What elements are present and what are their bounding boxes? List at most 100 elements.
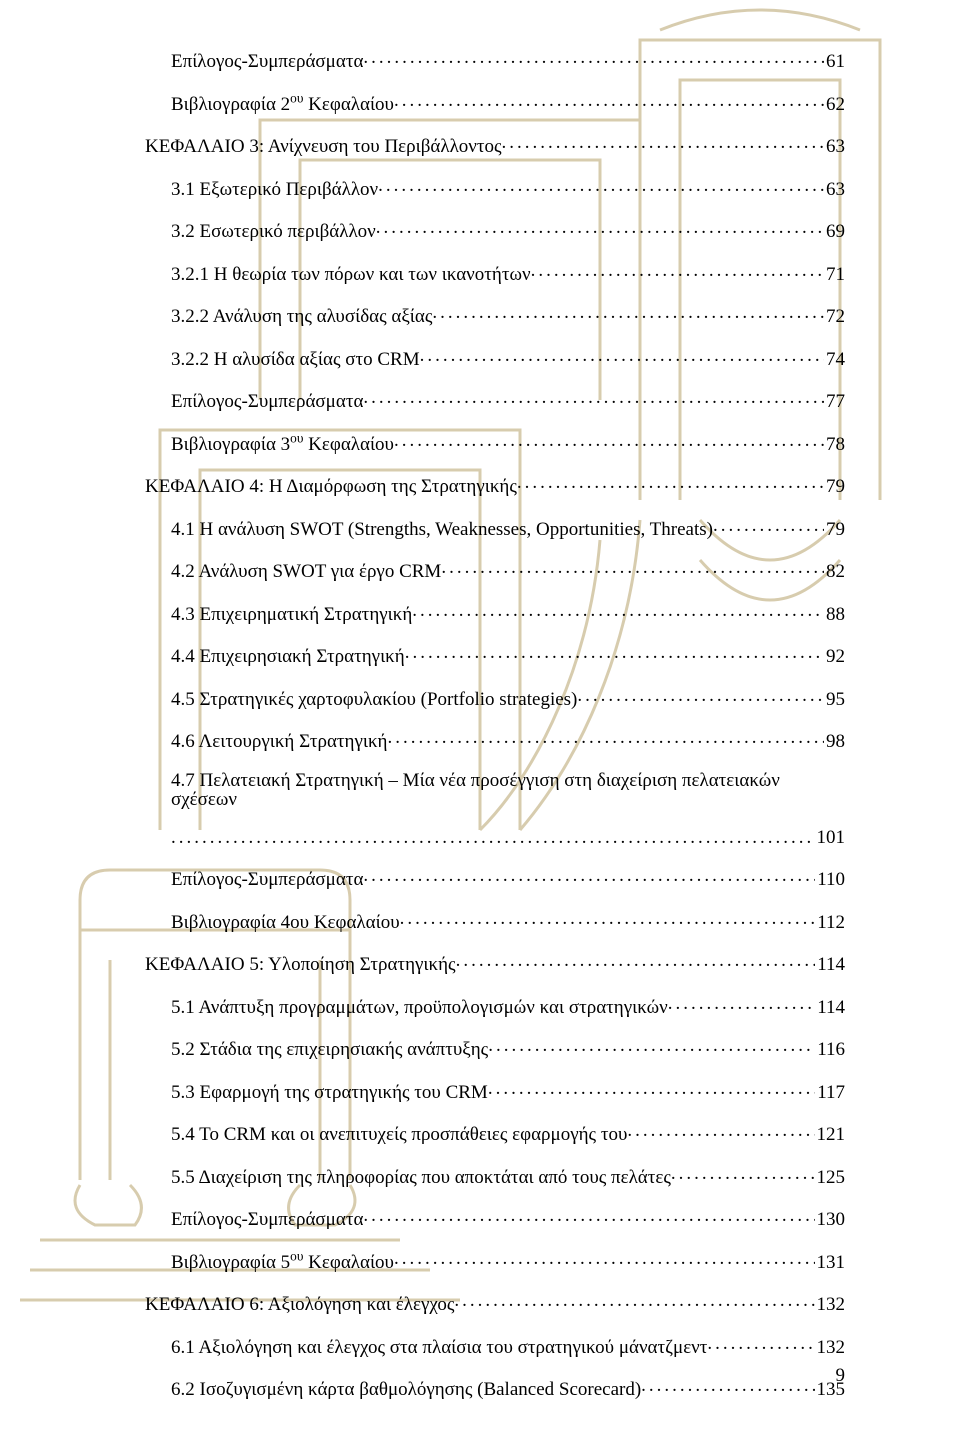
toc-entry-page: 95 [824,690,845,709]
toc-dot-leader [488,1036,815,1055]
toc-dot-leader [394,1249,815,1268]
toc-entry: ΚΕΦΑΛΑΙΟ 4: Η Διαμόρφωση της Στρατηγικής… [145,473,845,496]
toc-dot-leader [363,388,824,407]
toc-entry: 4.2 Ανάλυση SWOT για έργο CRM82 [171,558,845,581]
toc-entry-text: ΚΕΦΑΛΑΙΟ 3: Ανίχνευση του Περιβάλλοντος [145,137,502,156]
toc-entry-page: 69 [824,222,845,241]
toc-entry-page: 131 [815,1253,846,1272]
toc-entry-page: 77 [824,392,845,411]
toc-entry-text: ΚΕΦΑΛΑΙΟ 4: Η Διαμόρφωση της Στρατηγικής [145,477,517,496]
toc-entry: 5.2 Στάδια της επιχειρησιακής ανάπτυξης1… [171,1036,845,1059]
toc-entry: Βιβλιογραφία 5ου Κεφαλαίου131 [171,1249,845,1272]
toc-entry-text: 5.5 Διαχείριση της πληροφορίας που αποκτ… [171,1168,671,1187]
toc-dot-leader [707,1334,814,1353]
table-of-contents: Επίλογος-Συμπεράσματα61Βιβλιογραφία 2ου … [145,48,845,1399]
toc-dot-leader [388,728,825,747]
toc-entry-text: ΚΕΦΑΛΑΙΟ 5: Υλοποίηση Στρατηγικής [145,955,456,974]
toc-dot-leader [363,866,815,885]
toc-entry-text: 6.2 Ισοζυγισμένη κάρτα βαθμολόγησης (Bal… [171,1380,641,1399]
toc-entry-page: 63 [824,180,845,199]
toc-entry-text: 5.1 Ανάπτυξη προγραμμάτων, προϋπολογισμώ… [171,998,668,1017]
toc-entry-page: 88 [824,605,845,624]
toc-entry: 4.1 Η ανάλυση SWOT (Strengths, Weaknesse… [171,516,845,539]
toc-entry-text: Επίλογος-Συμπεράσματα [171,392,363,411]
toc-entry-text: Βιβλιογραφία 2ου Κεφαλαίου [171,95,394,114]
toc-entry: 3.2.2 Ανάλυση της αλυσίδας αξίας72 [171,303,845,326]
toc-entry-page: 117 [815,1083,845,1102]
toc-dot-leader [517,473,824,492]
toc-dot-leader [641,1376,814,1395]
toc-entry: 4.5 Στρατηγικές χαρτοφυλακίου (Portfolio… [171,686,845,709]
toc-entry: 5.4 Το CRM και οι ανεπιτυχείς προσπάθειε… [171,1121,845,1144]
toc-entry-page: 82 [824,562,845,581]
toc-entry-text: 4.6 Λειτουργική Στρατηγική [171,732,388,751]
toc-dot-leader [432,303,824,322]
toc-entry: 4.4 Επιχειρησιακή Στρατηγική 92 [171,643,845,666]
toc-entry-page: 63 [824,137,845,156]
toc-dot-leader [671,1164,815,1183]
toc-dot-leader [713,516,824,535]
toc-entry: 6.2 Ισοζυγισμένη κάρτα βαθμολόγησης (Bal… [171,1376,845,1399]
toc-dot-leader [405,643,824,662]
toc-entry-text: 4.3 Επιχειρηματική Στρατηγική [171,605,412,624]
toc-dot-leader [394,431,824,450]
toc-entry-text: 3.1 Εξωτερικό Περιβάλλον [171,180,378,199]
toc-entry-page: 71 [824,265,845,284]
toc-dot-leader [394,91,824,110]
toc-entry-text: 5.3 Εφαρμογή της στρατηγικής του CRM [171,1083,488,1102]
toc-entry-text: 4.4 Επιχειρησιακή Στρατηγική [171,647,405,666]
toc-entry-page: 101 [815,828,846,847]
toc-entry-page: 132 [815,1338,846,1357]
toc-entry-page: 74 [824,350,845,369]
toc-entry-text: 4.7 Πελατειακή Στρατηγική – Μία νέα προσ… [171,771,845,809]
toc-entry: Επίλογος-Συμπεράσματα130 [171,1206,845,1229]
toc-entry-page: 92 [824,647,845,666]
toc-dot-leader [420,346,824,365]
toc-entry-page: 112 [815,913,845,932]
toc-dot-leader [454,1291,814,1310]
toc-entry: 4.3 Επιχειρηματική Στρατηγική 88 [171,601,845,624]
toc-dot-leader [376,218,824,237]
toc-dot-leader [531,261,824,280]
toc-entry-page: 98 [824,732,845,751]
toc-entry: Βιβλιογραφία 2ου Κεφαλαίου 62 [171,91,845,114]
toc-entry-text: 3.2 Εσωτερικό περιβάλλον [171,222,376,241]
toc-dot-leader [171,828,815,847]
toc-dot-leader [668,994,815,1013]
toc-entry-page: 114 [815,998,845,1017]
toc-entry-page: 79 [824,477,845,496]
toc-entry-page: 110 [815,870,845,889]
toc-entry-page: 62 [824,95,845,114]
toc-dot-leader [488,1079,815,1098]
toc-entry-page: 125 [815,1168,846,1187]
toc-entry-text: Επίλογος-Συμπεράσματα [171,870,363,889]
toc-dot-leader [502,133,824,152]
toc-entry-page: 61 [824,52,845,71]
toc-entry-text: 6.1 Αξιολόγηση και έλεγχος στα πλαίσια τ… [171,1338,707,1357]
toc-entry: 3.1 Εξωτερικό Περιβάλλον 63 [171,176,845,199]
toc-dot-leader [627,1121,814,1140]
toc-entry-text: Βιβλιογραφία 3ου Κεφαλαίου [171,435,394,454]
toc-dot-leader [456,951,816,970]
toc-entry-page: 121 [815,1125,846,1144]
page-number: 9 [836,1365,846,1387]
toc-entry: 5.3 Εφαρμογή της στρατηγικής του CRM 117 [171,1079,845,1102]
toc-dot-leader [378,176,824,195]
toc-entry: 6.1 Αξιολόγηση και έλεγχος στα πλαίσια τ… [171,1334,845,1357]
toc-entry-page: 132 [815,1295,846,1314]
toc-entry-text: ΚΕΦΑΛΑΙΟ 6: Αξιολόγηση και έλεγχος [145,1295,454,1314]
toc-dot-leader [441,558,824,577]
toc-entry-page: 116 [815,1040,845,1059]
toc-entry: 5.5 Διαχείριση της πληροφορίας που αποκτ… [171,1164,845,1187]
toc-entry-text: 4.1 Η ανάλυση SWOT (Strengths, Weaknesse… [171,520,713,539]
toc-entry: 5.1 Ανάπτυξη προγραμμάτων, προϋπολογισμώ… [171,994,845,1017]
toc-entry: 3.2 Εσωτερικό περιβάλλον 69 [171,218,845,241]
toc-entry: Επίλογος-Συμπεράσματα 77 [171,388,845,411]
toc-entry: Επίλογος-Συμπεράσματα61 [171,48,845,71]
toc-entry: Βιβλιογραφία 4ου Κεφαλαίου112 [171,909,845,932]
toc-dot-leader [400,909,816,928]
toc-entry-text: Επίλογος-Συμπεράσματα [171,1210,363,1229]
toc-entry-page: 78 [824,435,845,454]
toc-dot-leader [363,48,824,67]
toc-entry: 4.6 Λειτουργική Στρατηγική 98 [171,728,845,751]
